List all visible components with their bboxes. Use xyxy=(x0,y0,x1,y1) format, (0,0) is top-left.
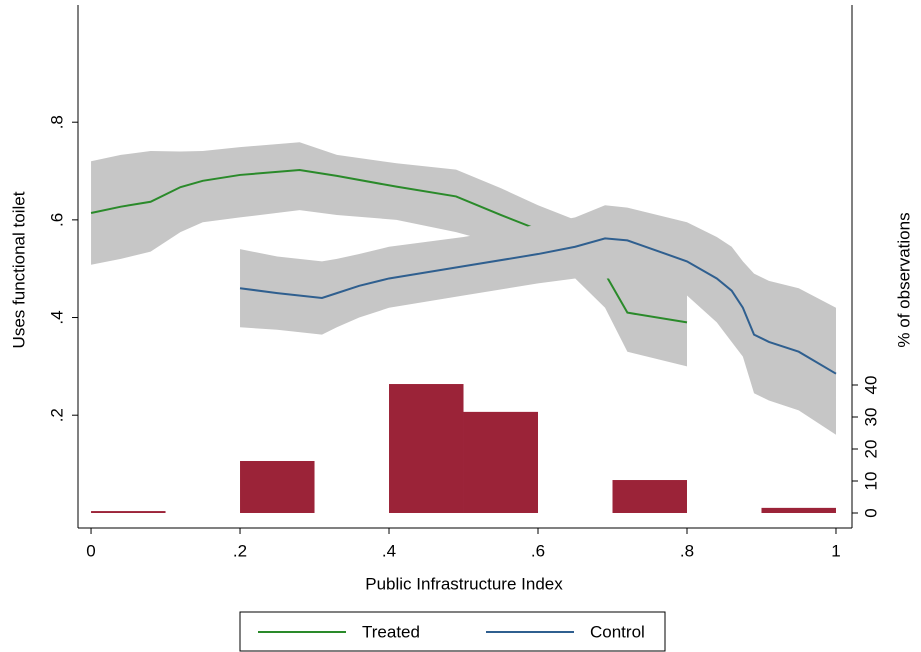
y-tick-label: .2 xyxy=(47,408,66,422)
y-tick-label: .8 xyxy=(47,115,66,129)
histogram-bar xyxy=(612,480,687,513)
histogram-bar xyxy=(91,511,166,513)
x-tick-label: 1 xyxy=(831,541,840,560)
histogram-bar xyxy=(240,460,315,513)
x-tick-label: .2 xyxy=(233,541,247,560)
y2-tick-label: 0 xyxy=(861,508,880,517)
y-axis-title: Uses functional toilet xyxy=(9,191,28,348)
x-tick-label: 0 xyxy=(86,541,95,560)
x-tick-label: .4 xyxy=(382,541,396,560)
y2-axis-title: % of observations xyxy=(894,212,913,347)
legend-label: Treated xyxy=(362,622,420,641)
x-axis-title: Public Infrastructure Index xyxy=(365,574,563,593)
y2-tick-label: 10 xyxy=(861,472,880,491)
x-tick-label: .6 xyxy=(531,541,545,560)
confidence-band xyxy=(91,142,687,367)
series-line xyxy=(239,237,837,375)
legend-label: Control xyxy=(590,622,645,641)
y2-tick-label: 30 xyxy=(861,408,880,427)
y2-tick-label: 40 xyxy=(861,376,880,395)
y-tick-label: .6 xyxy=(47,213,66,227)
x-tick-label: .8 xyxy=(680,541,694,560)
y2-tick-label: 20 xyxy=(861,440,880,459)
confidence-band xyxy=(240,205,836,435)
y-tick-label: .4 xyxy=(47,310,66,324)
histogram-bar xyxy=(389,384,464,513)
histogram-bar xyxy=(761,507,836,513)
histogram-bar xyxy=(463,411,539,513)
